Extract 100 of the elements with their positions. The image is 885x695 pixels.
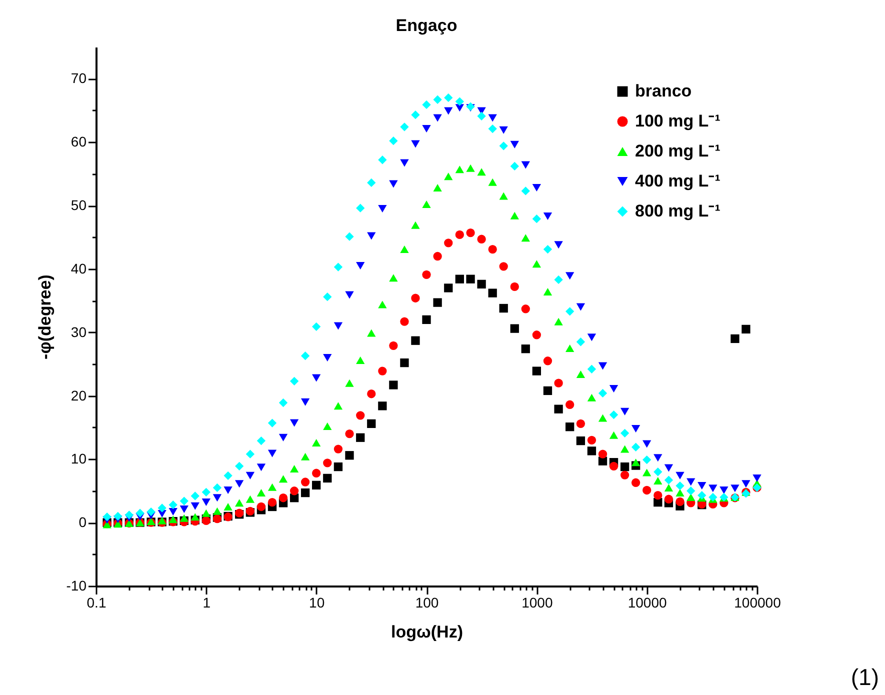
point (510, 324, 519, 333)
point (312, 468, 321, 478)
point (521, 161, 530, 169)
point (367, 419, 376, 428)
point (389, 136, 398, 146)
point (300, 351, 310, 360)
point (378, 402, 387, 410)
point (312, 322, 321, 331)
point (676, 472, 684, 480)
point (587, 436, 596, 444)
point (477, 234, 486, 244)
point (631, 458, 640, 466)
x-tick-label: 100000 (734, 594, 782, 610)
point (676, 489, 684, 497)
point (400, 159, 409, 167)
point (510, 140, 519, 148)
point (532, 366, 541, 376)
point (566, 400, 574, 409)
point (598, 362, 608, 370)
point (378, 156, 387, 164)
point (224, 502, 232, 510)
point (136, 508, 144, 518)
point (246, 472, 255, 480)
point (312, 480, 321, 490)
point (256, 489, 266, 497)
point (367, 390, 376, 398)
point (146, 507, 156, 516)
point (466, 274, 475, 284)
point (345, 379, 354, 387)
point (367, 178, 376, 188)
point (290, 376, 299, 386)
point (411, 294, 420, 302)
y-tick-label: 30 (70, 324, 87, 340)
point (190, 502, 200, 510)
point (114, 512, 122, 521)
point (598, 388, 608, 398)
point (256, 436, 266, 446)
point (642, 468, 652, 476)
point (190, 492, 200, 500)
point (433, 184, 442, 192)
point (256, 502, 266, 512)
point (235, 480, 244, 488)
point (246, 495, 255, 503)
point (312, 438, 321, 446)
point (631, 478, 640, 487)
point (510, 162, 519, 171)
point (543, 288, 552, 296)
y-tick-label: -10 (66, 578, 87, 594)
point (378, 300, 387, 308)
point (378, 204, 387, 212)
point (202, 509, 210, 517)
point (576, 370, 586, 378)
point (389, 274, 398, 282)
point (300, 398, 310, 406)
point (334, 462, 343, 472)
point (312, 374, 321, 382)
point (609, 431, 618, 439)
point (631, 424, 640, 432)
point (168, 516, 178, 524)
point (367, 232, 376, 240)
point (477, 280, 486, 288)
point (180, 506, 188, 514)
point (411, 140, 420, 148)
point (235, 499, 244, 507)
y-tick-label: 50 (70, 197, 87, 214)
point (587, 334, 596, 342)
point (576, 436, 586, 446)
point (300, 488, 310, 498)
point (278, 398, 288, 408)
point (521, 234, 530, 242)
point (676, 497, 684, 506)
point (433, 252, 442, 261)
point (180, 514, 188, 522)
point (521, 344, 530, 354)
point (268, 498, 277, 507)
point (631, 442, 640, 452)
point (202, 498, 210, 506)
point (323, 354, 332, 362)
point (488, 114, 497, 122)
legend-label: branco (635, 82, 692, 100)
x-tick-label: 100 (415, 594, 439, 610)
point (742, 480, 750, 488)
point (543, 386, 552, 396)
point (587, 364, 596, 374)
point (554, 378, 563, 388)
point (212, 483, 222, 492)
point (499, 192, 508, 200)
point (422, 100, 431, 110)
point (499, 262, 508, 271)
point (654, 491, 662, 500)
point (278, 475, 288, 483)
point (488, 244, 497, 254)
point (620, 462, 630, 472)
point (576, 419, 586, 428)
point (367, 329, 376, 337)
point (400, 358, 409, 368)
point (654, 468, 662, 476)
point (455, 230, 464, 240)
point (268, 483, 277, 491)
point (411, 221, 420, 229)
